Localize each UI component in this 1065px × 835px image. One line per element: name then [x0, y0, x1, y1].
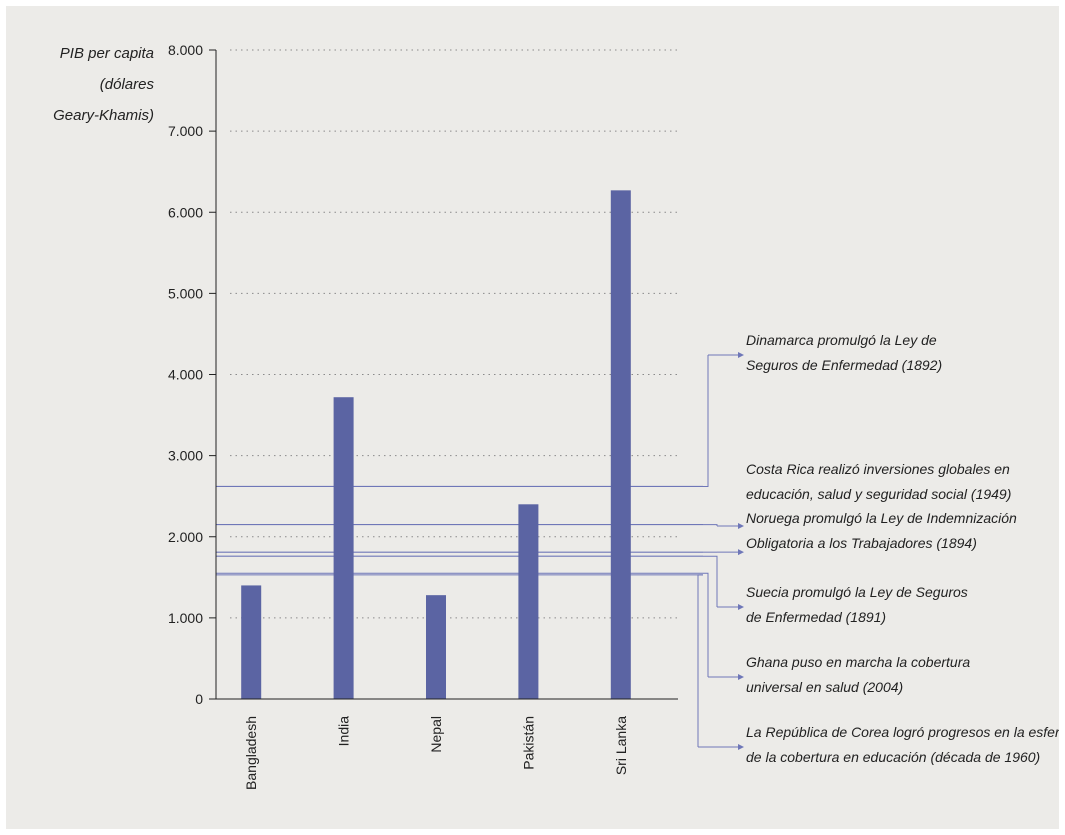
- annotation-text: educación, salud y seguridad social (194…: [746, 486, 1011, 502]
- annotation-connector: [703, 524, 718, 526]
- y-tick-label: 4.000: [168, 367, 203, 383]
- annotation-text: Seguros de Enfermedad (1892): [746, 357, 942, 373]
- annotation-text: Noruega promulgó la Ley de Indemnización: [746, 510, 1017, 526]
- y-axis-label-line: (dólares: [100, 76, 155, 93]
- annotations: Dinamarca promulgó la Ley de Seguros de E…: [697, 332, 1059, 765]
- annotation-text: Suecia promulgó la Ley de Seguros: [746, 584, 968, 600]
- annotation-connector: [703, 555, 718, 607]
- annotation-text: universal en salud (2004): [746, 679, 903, 695]
- y-tick-label: 3.000: [168, 448, 203, 464]
- x-tick-labels: Bangladesh India Nepal Pakistán Sri Lanka: [243, 716, 629, 790]
- bar: [426, 595, 446, 699]
- y-tick-label: 7.000: [168, 123, 203, 139]
- annotation-arrow-head: [738, 604, 744, 610]
- annotation-connector: [703, 572, 709, 677]
- annotation-connector: [697, 574, 703, 747]
- annotation-text: Costa Rica realizó inversiones globales …: [746, 461, 1010, 477]
- axes: [215, 50, 678, 700]
- annotation-text: de la cobertura en educación (década de …: [746, 749, 1040, 765]
- x-tick-label: Sri Lanka: [613, 716, 629, 775]
- x-tick-label: Bangladesh: [243, 716, 259, 790]
- annotation-text: Ghana puso en marcha la cobertura: [746, 654, 970, 670]
- chart-panel: 0 1.000 2.000 3.000 4.000 5.000 6.000 7.000 8.00…: [6, 6, 1059, 829]
- bar: [241, 585, 262, 699]
- annotation-arrow-head: [738, 744, 744, 750]
- y-axis-label: PIB per capita (dólares Geary-Khamis): [53, 45, 154, 124]
- bar: [610, 190, 631, 699]
- y-tick-label: 8.000: [168, 42, 203, 58]
- y-tick-label: 6.000: [168, 204, 203, 220]
- bar: [333, 397, 354, 699]
- y-tick-label: 0: [195, 691, 203, 707]
- annotation-arrow-head: [738, 674, 744, 680]
- grid-lines: [209, 49, 678, 700]
- y-tick-label: 1.000: [168, 610, 203, 626]
- gdp-bar-chart: 0 1.000 2.000 3.000 4.000 5.000 6.000 7.000 8.00…: [53, 42, 1059, 790]
- y-tick-labels: 0 1.000 2.000 3.000 4.000 5.000 6.000 7.000 8.00…: [168, 42, 203, 707]
- x-tick-label: Nepal: [428, 716, 444, 753]
- bars: [241, 190, 631, 699]
- y-tick-label: 5.000: [168, 285, 203, 301]
- annotation-text: Dinamarca promulgó la Ley de: [746, 332, 937, 348]
- annotation-arrow-head: [738, 523, 744, 529]
- annotation-text: Obligatoria a los Trabajadores (1894): [746, 535, 977, 551]
- annotation-arrow-head: [738, 352, 744, 358]
- y-axis-label-line: Geary-Khamis): [53, 107, 154, 124]
- annotation-arrow-head: [738, 549, 744, 556]
- annotation-text: La República de Corea logró progresos en…: [746, 724, 1059, 740]
- x-tick-label: Pakistán: [520, 716, 536, 770]
- y-tick-label: 2.000: [168, 529, 203, 545]
- x-tick-label: India: [336, 716, 352, 747]
- annotation-text: de Enfermedad (1891): [746, 609, 886, 625]
- y-axis-label-line: PIB per capita: [60, 45, 154, 62]
- bar: [518, 504, 539, 699]
- annotation-connector: [703, 355, 709, 487]
